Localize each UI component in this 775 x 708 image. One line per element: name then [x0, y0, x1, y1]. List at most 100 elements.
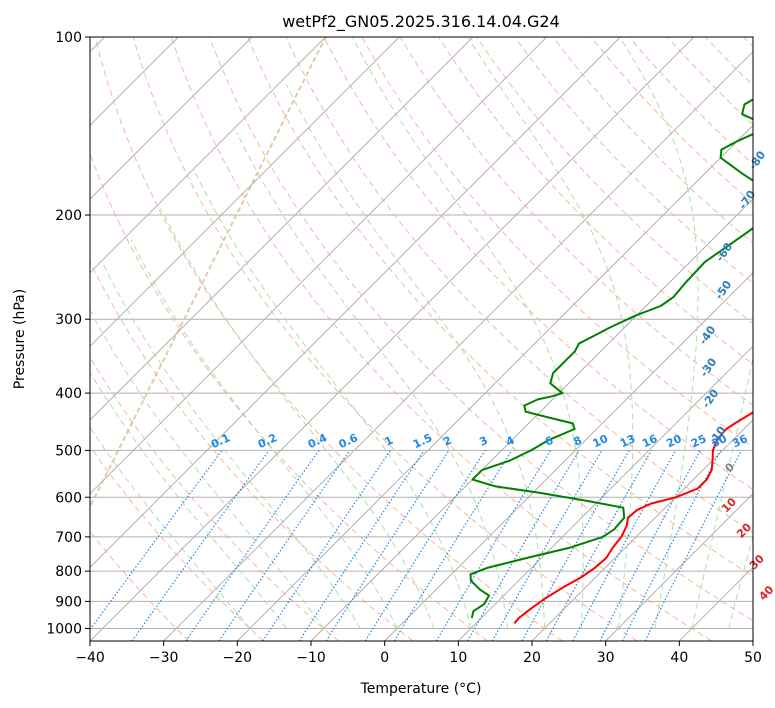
- isotherm-line: [90, 37, 695, 641]
- dry-adiabat-line: [514, 37, 753, 284]
- dry-adiabat-line: [90, 356, 339, 641]
- temperature-line: [513, 411, 753, 624]
- mixing-ratio-label: 16: [640, 432, 660, 450]
- x-tick-label: 0: [380, 650, 389, 666]
- mixing-ratio-line: [218, 450, 351, 641]
- mixing-ratio-label: 8: [571, 434, 583, 449]
- dry-adiabat-line: [90, 260, 414, 641]
- moist-adiabat-line: [728, 534, 753, 629]
- dry-adiabat-line: [476, 37, 753, 325]
- mixing-ratio-label: 13: [618, 432, 637, 450]
- y-tick-label: 900: [55, 594, 82, 610]
- dry-adiabat-label: -50: [712, 278, 734, 302]
- dry-adiabat-label: -40: [696, 323, 718, 347]
- mixing-ratio-line: [572, 450, 677, 641]
- moist-adiabat-line: [619, 37, 699, 629]
- isotherm-line: [90, 37, 327, 274]
- mixing-ratio-line: [185, 450, 320, 641]
- y-tick-label: 200: [55, 208, 82, 224]
- x-axis-label: Temperature (°C): [360, 681, 482, 697]
- x-axis-ticks: −40 −30 −20 −10 0 10 20 30 40 50: [75, 641, 762, 666]
- mixing-ratio-line: [262, 450, 391, 641]
- mixing-ratio-label: 0.2: [256, 431, 279, 451]
- adiabat-labels: 0.10.20.40.611.52346810131620253036-100-…: [209, 148, 775, 603]
- y-axis-label: Pressure (hPa): [12, 289, 28, 389]
- y-tick-label: 800: [55, 564, 82, 580]
- mixing-ratio-label: 10: [591, 432, 611, 450]
- moist-adiabat-label: 30: [747, 552, 767, 572]
- x-tick-label: 10: [449, 650, 467, 666]
- moist-adiabat-label: 40: [756, 583, 775, 603]
- isotherm-line: [678, 566, 753, 641]
- mixing-ratio-line: [621, 450, 722, 641]
- mixing-ratio-label: 30: [710, 432, 730, 450]
- mixing-ratio-label: 25: [689, 432, 708, 450]
- dry-adiabat-line: [90, 445, 264, 641]
- moist-adiabat-line: [90, 371, 288, 629]
- isotherm-line: [90, 37, 548, 495]
- mixing-ratio-line: [364, 450, 486, 641]
- isotherm-line: [384, 271, 753, 641]
- mixing-ratio-line: [298, 450, 425, 641]
- mixing-ratio-line: [521, 450, 630, 641]
- dry-adiabat-label: -70: [736, 188, 758, 212]
- dry-adiabat-line: [323, 37, 753, 491]
- mixing-ratio-line: [435, 450, 552, 641]
- isotherm-line: [90, 37, 621, 569]
- moist-adiabat-line: [195, 173, 472, 629]
- isotherm-line: [605, 492, 753, 641]
- isotherm-line: [457, 345, 753, 641]
- mixing-ratio-label: 36: [730, 432, 750, 450]
- dry-adiabat-line: [209, 37, 753, 622]
- moist-adiabat-line: [90, 309, 324, 629]
- dry-adiabat-label: -30: [697, 355, 719, 379]
- mixing-ratio-line: [325, 450, 450, 641]
- mixing-ratio-label: 3: [477, 434, 489, 449]
- dry-adiabat-line: [90, 152, 488, 641]
- isotherm-line: [531, 419, 753, 641]
- isotherm-line: [90, 37, 253, 200]
- x-tick-label: 20: [523, 650, 541, 666]
- dry-adiabat-line: [247, 37, 753, 577]
- profile-lines: [469, 98, 753, 624]
- isotherm-line: [752, 640, 753, 641]
- moist-adiabat-line: [691, 355, 753, 629]
- x-tick-label: −20: [223, 650, 253, 666]
- plot-frame: [89, 36, 754, 642]
- isotherm-line: [90, 37, 400, 348]
- x-tick-label: −10: [296, 650, 326, 666]
- x-tick-label: 50: [744, 650, 762, 666]
- dry-adiabat-line: [90, 530, 190, 641]
- moist-adiabat-line: [352, 37, 584, 629]
- moist-adiabat-line: [160, 208, 435, 629]
- dry-adiabat-line: [132, 37, 638, 641]
- mixing-ratio-line: [545, 450, 652, 641]
- chart-title: wetPf2_GN05.2025.316.14.04.G24: [282, 12, 560, 32]
- y-tick-label: 400: [55, 386, 82, 402]
- dry-adiabat-label: -20: [699, 387, 721, 411]
- y-tick-label: 500: [55, 443, 82, 459]
- mixing-ratio-line: [90, 450, 223, 631]
- x-tick-label: −40: [75, 650, 105, 666]
- moist-adiabat-line: [90, 426, 251, 629]
- dry-adiabat-line: [705, 37, 753, 87]
- y-tick-label: 300: [55, 312, 82, 328]
- y-tick-label: 100: [55, 30, 82, 46]
- isotherm-line: [163, 50, 753, 641]
- mixing-ratio-label: 6: [543, 434, 556, 449]
- mixing-ratio-line: [644, 450, 743, 641]
- dry-adiabat-line: [170, 37, 712, 641]
- dry-adiabat-line: [743, 37, 753, 48]
- moist-adiabat-line: [236, 132, 509, 629]
- y-axis-ticks: 100 200 300 400 500 600 700 800 900 1000: [46, 30, 90, 637]
- isotherm-line: [90, 37, 474, 421]
- mixing-ratio-label: 1: [383, 434, 395, 449]
- moist-adiabat-line: [101, 261, 361, 629]
- mixing-ratio-label: 0.4: [306, 431, 329, 451]
- dry-adiabat-label: -80: [746, 148, 768, 172]
- adiabat-lines: [90, 37, 753, 641]
- mixing-ratio-label: 20: [664, 432, 684, 450]
- y-tick-label: 700: [55, 530, 82, 546]
- dry-adiabat-line: [437, 37, 753, 365]
